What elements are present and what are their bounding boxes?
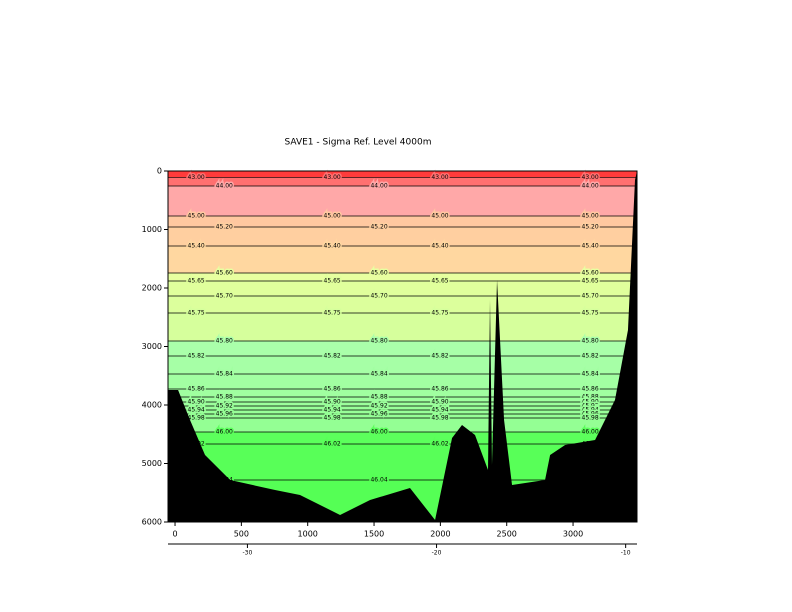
contour-label: 45.40 xyxy=(582,242,599,249)
contour-label: 45.00 xyxy=(582,212,599,219)
y-tick-label: 4000 xyxy=(142,401,162,410)
contour-label: 45.60 xyxy=(216,270,233,277)
contour-label: 45.65 xyxy=(324,277,341,284)
y-tick-label: 2000 xyxy=(142,284,162,293)
contour-label: 45.98 xyxy=(431,414,448,421)
contour-label: 45.80 xyxy=(216,338,233,345)
contour-label: 45.70 xyxy=(370,293,387,300)
contour-label: 43.00 xyxy=(431,174,448,181)
contour-label: 44.00 xyxy=(216,182,233,189)
x-tick-label: 3000 xyxy=(563,530,583,539)
contour-label: 45.98 xyxy=(582,414,599,421)
contour-label: 45.40 xyxy=(324,242,341,249)
contour-label: 46.04 xyxy=(370,476,387,483)
contour-label: 43.00 xyxy=(582,174,599,181)
contour-label: 43.00 xyxy=(324,174,341,181)
contour-label: 45.84 xyxy=(216,370,233,377)
contour-label: 45.00 xyxy=(188,212,205,219)
x2-tick-label: -30 xyxy=(243,550,253,557)
contour-label: 45.80 xyxy=(582,338,599,345)
contour-label: 45.82 xyxy=(188,352,205,359)
contour-label: 45.88 xyxy=(216,393,233,400)
contour-label: 45.86 xyxy=(431,385,448,392)
contour-label: 45.60 xyxy=(582,270,599,277)
contour-label: 45.82 xyxy=(582,352,599,359)
chart-title: SAVE1 - Sigma Ref. Level 4000m xyxy=(285,138,432,148)
contour-label: 45.20 xyxy=(216,223,233,230)
contour-label: 45.92 xyxy=(582,402,599,409)
contour-label: 45.20 xyxy=(370,223,387,230)
contour-label: 45.94 xyxy=(188,406,205,413)
x-tick-label: 1500 xyxy=(364,530,384,539)
contour-label: 45.90 xyxy=(431,399,448,406)
y-tick-label: 1000 xyxy=(142,225,162,234)
contour-label: 45.96 xyxy=(370,411,387,418)
x2-tick-label: -20 xyxy=(432,550,442,557)
contour-label: 45.98 xyxy=(188,414,205,421)
contour-label: 45.82 xyxy=(324,352,341,359)
contour-label: 44.00 xyxy=(370,182,387,189)
contour-label: 45.94 xyxy=(582,406,599,413)
contour-label: 45.82 xyxy=(431,352,448,359)
contour-label: 45.86 xyxy=(582,385,599,392)
x-tick-label: 0 xyxy=(172,530,177,539)
contour-label: 45.96 xyxy=(582,411,599,418)
contour-label: 45.65 xyxy=(188,277,205,284)
y-tick-label: 5000 xyxy=(142,459,162,468)
contour-label: 45.20 xyxy=(582,223,599,230)
contour-label: 45.94 xyxy=(324,406,341,413)
contour-label: 46.02 xyxy=(431,441,448,448)
contour-label: 46.00 xyxy=(216,429,233,436)
contour-label: 45.90 xyxy=(188,399,205,406)
contour-label: 45.40 xyxy=(431,242,448,249)
contour-label: 46.00 xyxy=(582,429,599,436)
contour-label: 45.00 xyxy=(431,212,448,219)
contour-label: 46.00 xyxy=(370,429,387,436)
x-tick-label: 2500 xyxy=(497,530,517,539)
contour-label: 45.65 xyxy=(431,277,448,284)
contour-label: 45.86 xyxy=(188,385,205,392)
x-tick-label: 500 xyxy=(234,530,249,539)
contour-label: 45.80 xyxy=(370,338,387,345)
contour-label: 45.96 xyxy=(216,411,233,418)
contour-label: 43.00 xyxy=(188,174,205,181)
contour-label: 46.02 xyxy=(324,441,341,448)
contour-label: 45.90 xyxy=(582,399,599,406)
contour-label: 45.88 xyxy=(370,393,387,400)
contour-label: 45.86 xyxy=(324,385,341,392)
contour-label: 45.75 xyxy=(582,309,599,316)
x-tick-label: 1000 xyxy=(298,530,318,539)
contour-label: 45.60 xyxy=(370,270,387,277)
x-tick-label: 2000 xyxy=(430,530,450,539)
contour-label: 45.70 xyxy=(216,293,233,300)
contour-label: 45.84 xyxy=(582,370,599,377)
contour-label: 45.65 xyxy=(582,277,599,284)
contour-label: 45.70 xyxy=(582,293,599,300)
y-tick-label: 0 xyxy=(157,167,162,176)
contour-label: 45.90 xyxy=(324,399,341,406)
contour-label: 45.75 xyxy=(188,309,205,316)
contour-label: 44.00 xyxy=(582,182,599,189)
contour-label: 45.94 xyxy=(431,406,448,413)
y-tick-label: 6000 xyxy=(142,518,162,527)
contour-label: 45.84 xyxy=(370,370,387,377)
bathymetry xyxy=(168,171,637,522)
contour-label: 45.00 xyxy=(324,212,341,219)
contour-label: 45.75 xyxy=(324,309,341,316)
contour-label: 45.98 xyxy=(324,414,341,421)
contour-label: 45.75 xyxy=(431,309,448,316)
contour-label: 45.40 xyxy=(188,242,205,249)
contour-label: 45.88 xyxy=(582,393,599,400)
y-tick-label: 3000 xyxy=(142,342,162,351)
contour-label: 45.92 xyxy=(370,402,387,409)
x2-tick-label: -10 xyxy=(621,550,631,557)
contour-label: 45.92 xyxy=(216,402,233,409)
